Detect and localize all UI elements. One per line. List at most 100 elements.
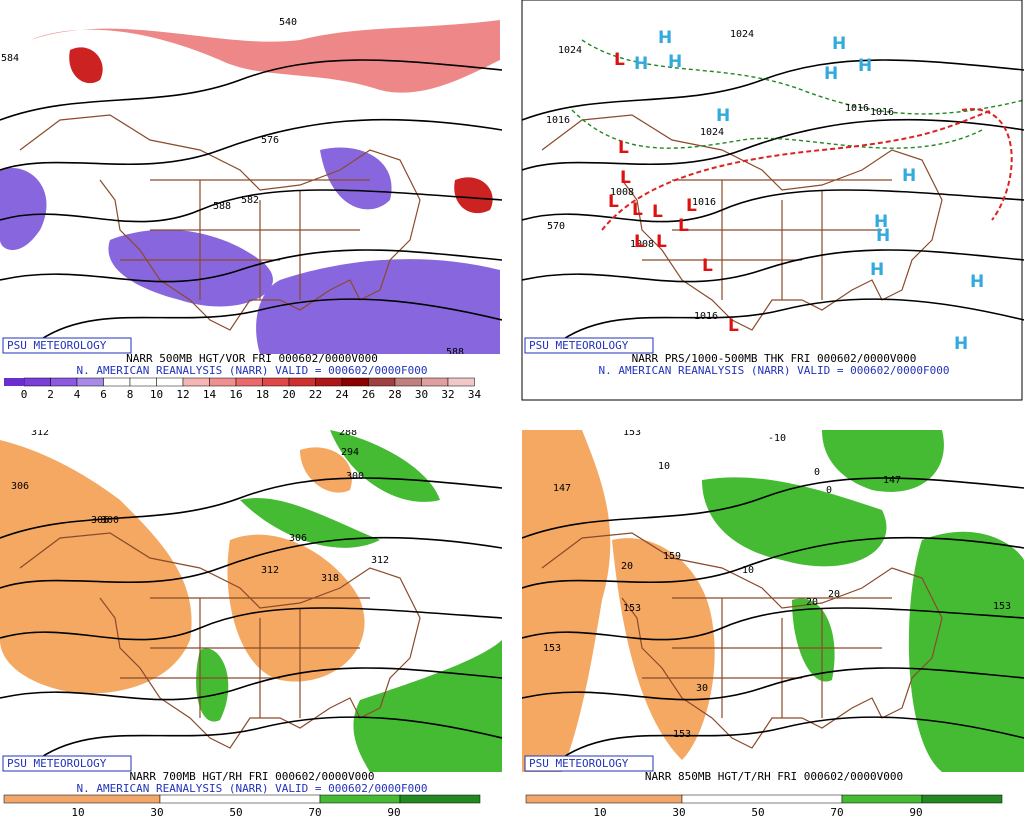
- colorbar-label: 30: [672, 806, 685, 819]
- contour-label: -10: [768, 433, 786, 444]
- low-marker: L: [728, 316, 739, 336]
- colorbar-swatch: [156, 377, 184, 387]
- colorbar-label: 70: [308, 806, 321, 819]
- colorbar-label: 50: [229, 806, 242, 819]
- contour: [522, 667, 1024, 701]
- colorbar-swatch: [315, 377, 343, 387]
- badge-box: [524, 755, 654, 772]
- colorbar-label: 12: [176, 388, 189, 401]
- colorbar-label: 6: [100, 388, 107, 401]
- contour-label: 159: [663, 551, 681, 562]
- low-marker: L: [686, 196, 697, 216]
- contour-label: 153: [623, 603, 641, 614]
- contour-label: 576: [261, 135, 279, 146]
- shaded-region: [792, 598, 835, 682]
- contour: [0, 667, 502, 701]
- badge: PSU METEOROLOGY: [529, 757, 629, 770]
- colorbar-label: 34: [468, 388, 482, 401]
- coastline: [541, 114, 943, 331]
- colorbar-lead: [4, 378, 24, 386]
- contour-label: 147: [553, 483, 571, 494]
- colorbar-swatch: [368, 377, 396, 387]
- colorbar-swatch: [341, 377, 369, 387]
- contour-label: 306: [289, 533, 307, 544]
- colorbar-label: 50: [751, 806, 764, 819]
- contour-label: 0: [814, 467, 820, 478]
- contour: [522, 607, 1024, 641]
- contour-label: 312: [371, 555, 389, 566]
- high-marker: H: [876, 226, 890, 246]
- contour-label: 1024: [558, 45, 582, 56]
- contour-label: 288: [339, 427, 357, 438]
- contour-label: 306: [91, 515, 109, 526]
- low-marker: L: [614, 50, 625, 70]
- map-bg: [522, 12, 1024, 354]
- contour-label: 147: [883, 475, 901, 486]
- header-line2: N. AMERICAN REANALYSIS (NARR) VALID = 00…: [77, 364, 428, 377]
- contour: [0, 59, 502, 121]
- panel-border: [521, 0, 1023, 401]
- high-marker: H: [668, 52, 682, 72]
- badge: PSU METEOROLOGY: [7, 339, 107, 352]
- contour: [0, 607, 502, 641]
- contour-label: 153: [993, 601, 1011, 612]
- contour-label: 10: [658, 461, 670, 472]
- contour: [0, 477, 502, 539]
- map-area: 153 147 153 159 153 153 10 20 20 20 10 30 -10 00 147 15…: [522, 430, 1024, 772]
- low-marker: L: [678, 216, 689, 236]
- coastline: [541, 532, 943, 749]
- shaded-region: [822, 430, 944, 492]
- low-marker: L: [618, 138, 629, 158]
- colorbar-swatch: [447, 377, 475, 387]
- contour: [522, 477, 1024, 539]
- colorbar-label: 30: [150, 806, 163, 819]
- contour: [522, 118, 1024, 171]
- colorbar-swatch: [262, 377, 290, 387]
- shaded-region: [908, 531, 1024, 772]
- header-line1: NARR PRS/1000-500MB THK FRI 000602/0000V…: [632, 352, 917, 365]
- contour: [0, 536, 502, 589]
- header-line1: NARR 700MB HGT/RH FRI 000602/0000V000: [129, 770, 374, 783]
- colorbar-label: 10: [71, 806, 84, 819]
- colorbar-swatch: [3, 794, 161, 804]
- badge-box: [2, 337, 132, 354]
- contour-label: 153: [543, 643, 561, 654]
- contour: [39, 716, 502, 759]
- colorbar-swatch: [681, 794, 843, 804]
- colorbar-swatch: [288, 377, 316, 387]
- colorbar-label: 22: [309, 388, 322, 401]
- badge: PSU METEOROLOGY: [7, 757, 107, 770]
- colorbar-swatch: [23, 377, 51, 387]
- shaded-region: [330, 430, 440, 502]
- high-marker: H: [824, 64, 838, 84]
- shaded-region: [353, 640, 502, 772]
- colorbar-swatch: [921, 794, 1003, 804]
- contour: [0, 189, 502, 223]
- shaded-region: [300, 447, 352, 493]
- badge: PSU METEOROLOGY: [529, 339, 629, 352]
- contour-label: 20: [621, 561, 633, 572]
- contour-label: 306: [11, 481, 29, 492]
- high-marker: H: [858, 56, 872, 76]
- low-marker: L: [632, 200, 643, 220]
- contour-label: 588: [213, 201, 231, 212]
- contour-label: 1024: [700, 127, 724, 138]
- shaded-region: [0, 440, 192, 694]
- contour: [0, 249, 502, 283]
- colorbar-swatch: [50, 377, 78, 387]
- shaded-region: [522, 430, 611, 772]
- low-marker: L: [656, 232, 667, 252]
- colorbar-swatch: [235, 377, 263, 387]
- colorbar-swatch: [182, 377, 210, 387]
- shading: [0, 430, 502, 772]
- contour-label: 570: [547, 221, 565, 232]
- high-marker: H: [716, 106, 730, 126]
- contour-label: 30: [696, 683, 708, 694]
- map-panel: 540 584 576 588 582 588 PSU METEOROLOGY NARR 50…: [0, 12, 502, 401]
- contour: [561, 716, 1024, 759]
- contour-label: 1016: [694, 311, 718, 322]
- low-marker: L: [652, 202, 663, 222]
- low-marker: L: [620, 168, 631, 188]
- contour: [522, 59, 1024, 121]
